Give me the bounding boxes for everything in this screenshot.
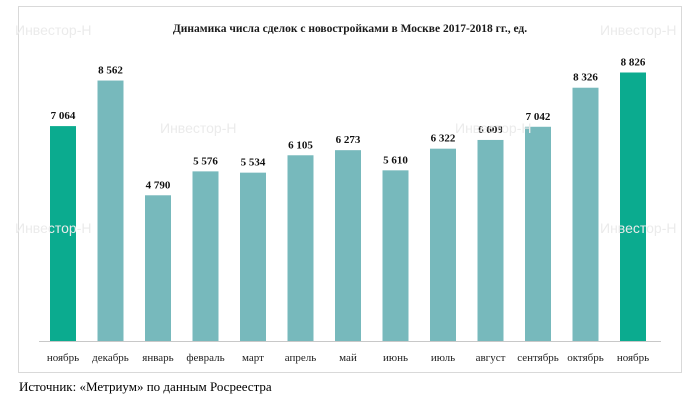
bar — [50, 126, 76, 341]
bar — [572, 87, 599, 341]
data-label: 8 326 — [573, 72, 598, 84]
bar — [97, 80, 124, 342]
data-label: 8 562 — [98, 65, 123, 77]
data-label: 6 273 — [336, 134, 361, 146]
data-label: 6 322 — [431, 133, 456, 145]
category-label: декабрь — [92, 352, 129, 364]
bar-chart: 7 064 ноябрь 8 562 декабрь 4 790 январь 5 576 ф… — [39, 57, 661, 364]
category-label: февраль — [186, 352, 224, 364]
source-note: Источник: «Метриум» по данным Росреестра — [19, 379, 272, 394]
category-label: июль — [431, 352, 455, 364]
chart-frame: Динамика числа сделок с новостройками в … — [18, 6, 682, 373]
data-label: 7 064 — [51, 110, 76, 122]
watermark: Инвестор-Н — [160, 120, 237, 136]
watermark: Инвестор-Н — [15, 220, 92, 236]
bar — [382, 170, 409, 341]
watermark: Инвестор-Н — [600, 220, 677, 236]
data-label: 4 790 — [146, 179, 171, 191]
data-label: 5 610 — [383, 154, 408, 166]
data-label: 5 534 — [241, 157, 266, 169]
category-label: март — [242, 352, 264, 364]
category-label: июнь — [383, 352, 408, 364]
watermark: Инвестор-Н — [600, 22, 677, 38]
bar — [145, 195, 171, 341]
category-label: январь — [142, 352, 173, 364]
data-label: 8 826 — [621, 57, 646, 69]
category-label: ноябрь — [47, 352, 79, 364]
bar — [335, 150, 361, 341]
category-label: апрель — [285, 352, 317, 364]
data-label: 6 609 — [478, 124, 503, 136]
category-label: сентябрь — [517, 352, 559, 364]
category-label: август — [476, 352, 506, 364]
data-label: 6 105 — [288, 139, 313, 151]
data-label: 5 576 — [193, 155, 218, 167]
data-label: 7 042 — [526, 111, 551, 123]
watermark: Инвестор-Н — [455, 120, 532, 136]
bar — [240, 172, 266, 341]
bar — [287, 155, 314, 341]
category-label: май — [339, 352, 357, 364]
bar — [477, 139, 504, 341]
bar — [192, 171, 219, 341]
category-label: октябрь — [567, 352, 604, 364]
watermark: Инвестор-Н — [15, 22, 92, 38]
bar — [525, 126, 551, 341]
bar — [620, 72, 646, 342]
bar — [430, 148, 456, 341]
chart-title: Динамика числа сделок с новостройками в … — [172, 23, 528, 35]
category-label: ноябрь — [617, 352, 649, 364]
